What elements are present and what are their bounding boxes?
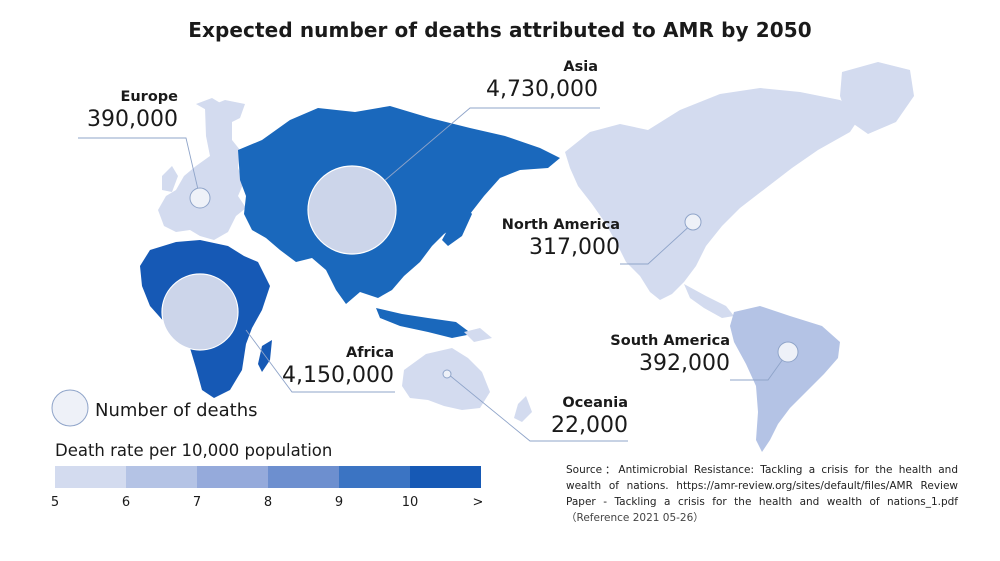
scale-swatch-3	[197, 466, 268, 488]
label-south-america-deaths: 392,000	[639, 350, 730, 376]
source-reference: （Reference 2021 05-26）	[566, 512, 704, 524]
bubble-asia	[307, 165, 397, 255]
scale-swatch-5	[339, 466, 410, 488]
region-new-zealand	[514, 396, 532, 422]
region-japan	[442, 206, 472, 246]
region-north-america	[565, 88, 862, 300]
leader-line-europe	[78, 137, 201, 199]
region-south-america	[730, 306, 840, 452]
label-africa-name: Africa	[345, 345, 394, 361]
scale-swatch-4	[268, 466, 339, 488]
leader-line-africa	[245, 329, 395, 393]
region-greenland	[840, 62, 914, 134]
label-africa-deaths: 4,150,000	[282, 362, 394, 388]
label-oceania-deaths: 22,000	[551, 412, 628, 438]
label-europe-name: Europe	[120, 89, 178, 105]
scale-tick: 9	[334, 495, 344, 510]
scale-tick: 10	[401, 495, 419, 510]
scale-tick: 6	[121, 495, 131, 510]
leader-line-asia	[349, 107, 600, 211]
source-text: Source：Antimicrobial Resistance: Tacklin…	[566, 464, 958, 508]
label-north-america-name: North America	[501, 217, 620, 233]
label-oceania: Oceania 22,000	[551, 396, 628, 437]
small-bubbles	[189, 187, 799, 379]
bubble-africa	[161, 273, 239, 351]
bubble-oceania	[442, 369, 452, 379]
legend-circle-label: Number of deaths	[95, 400, 258, 421]
region-png	[464, 328, 492, 342]
scale-swatch-1	[55, 466, 126, 488]
bubble-north-america	[684, 213, 702, 231]
label-africa: Africa 4,150,000	[282, 346, 394, 387]
legend-rate-title: Death rate per 10,000 population	[55, 441, 333, 460]
source-note: Source：Antimicrobial Resistance: Tacklin…	[566, 462, 958, 526]
region-indonesia	[376, 308, 472, 338]
leader-line-oceania	[447, 373, 628, 442]
label-south-america-name: South America	[610, 333, 730, 349]
region-asia	[238, 106, 560, 304]
scale-swatch-2	[126, 466, 197, 488]
bubble-south-america	[777, 341, 799, 363]
region-central-america	[684, 284, 734, 318]
leader-lines	[78, 107, 789, 442]
legend-circle	[51, 389, 89, 427]
bubbles	[161, 165, 397, 351]
region-europe	[158, 100, 246, 240]
label-europe-deaths: 390,000	[87, 106, 178, 132]
region-uk	[162, 166, 178, 192]
label-north-america-deaths: 317,000	[529, 234, 620, 260]
label-north-america: North America 317,000	[502, 218, 620, 259]
region-iceland	[196, 98, 222, 112]
leader-line-north-america	[620, 221, 695, 265]
bubble-europe	[189, 187, 211, 209]
scale-swatch-6	[410, 466, 481, 488]
color-scale	[55, 466, 481, 488]
label-asia-name: Asia	[563, 59, 598, 75]
label-oceania-name: Oceania	[562, 395, 628, 411]
region-australia	[402, 348, 490, 410]
label-asia: Asia 4,730,000	[486, 60, 598, 101]
label-south-america: South America 392,000	[610, 334, 730, 375]
label-europe: Europe 390,000	[87, 90, 178, 131]
scale-tick: >	[472, 495, 484, 510]
scale-tick: 5	[50, 495, 60, 510]
label-asia-deaths: 4,730,000	[486, 76, 598, 102]
map-title: Expected number of deaths attributed to …	[188, 18, 812, 42]
scale-tick: 7	[192, 495, 202, 510]
scale-tick: 8	[263, 495, 273, 510]
leader-line-south-america	[730, 351, 789, 381]
